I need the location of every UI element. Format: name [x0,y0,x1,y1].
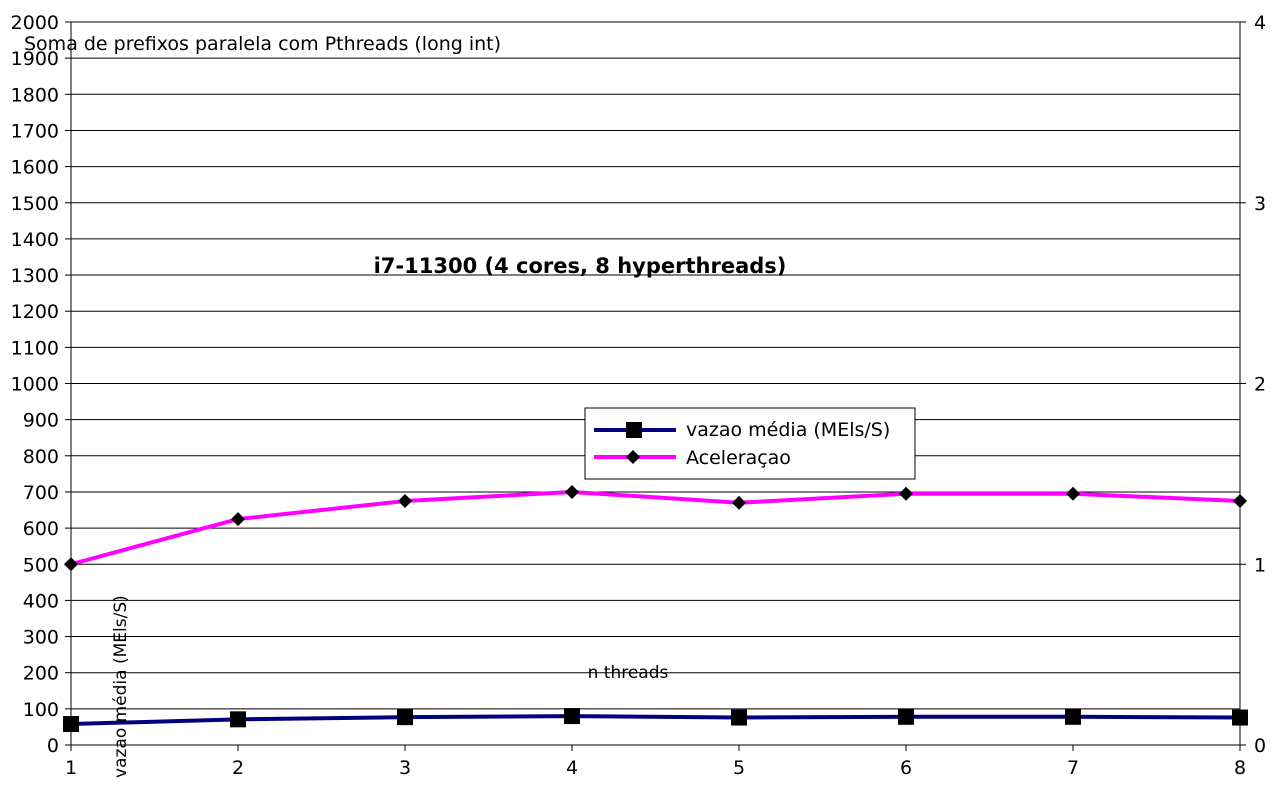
y-tick-label: 1900 [11,48,59,70]
x-axis-ticks: 1 2 3 4 5 6 7 8 [65,745,1246,779]
y-tick-label: 0 [47,735,59,757]
legend-marker-diamond [626,450,640,464]
y2-tick-label: 4 [1254,12,1266,34]
x-axis-label: n threads [588,663,669,683]
y2-axis-ticks: 0 1 2 3 4 [1240,12,1266,757]
y-tick-label: 1800 [11,84,59,106]
y-tick-label: 1000 [11,374,59,396]
x-tick-label: 7 [1067,757,1079,779]
y-tick-label: 2000 [11,12,59,34]
data-point-diamond [899,486,913,501]
chart-subtitle: i7-11300 (4 cores, 8 hyperthreads) [374,254,787,278]
data-point-square [564,708,580,725]
y-tick-label: 1300 [11,265,59,287]
x-tick-label: 3 [399,757,411,779]
y-tick-label: 200 [23,663,59,685]
legend-marker-square [626,422,642,438]
data-point-square [230,711,246,728]
data-point-square [63,716,79,733]
y-tick-label: 400 [23,590,59,612]
data-point-square [1232,709,1248,726]
series-layer [63,484,1248,733]
data-point-diamond [398,493,412,508]
data-point-diamond [732,495,746,510]
y-tick-label: 300 [23,627,59,649]
x-tick-label: 2 [232,757,244,779]
y-tick-label: 800 [23,446,59,468]
legend-box [584,407,916,480]
series-line-1 [70,489,1241,567]
data-point-diamond [1233,493,1247,508]
y-tick-label: 1600 [11,157,59,179]
y-tick-label: 1100 [11,337,59,359]
y-tick-label: 600 [23,518,59,540]
data-point-square [1065,708,1081,725]
x-tick-label: 6 [900,757,912,779]
data-point-square [731,709,747,726]
data-point-diamond [565,484,579,499]
data-point-diamond [231,512,245,527]
gridlines [71,21,1240,710]
y-axis-ticks: 0 100 200 300 400 500 600 700 800 900 1000 1100 1200… [11,12,71,757]
y-tick-label: 700 [23,482,59,504]
y-tick-label: 1200 [11,301,59,323]
data-point-square [898,708,914,725]
data-point-square [397,709,413,726]
data-point-diamond [64,557,78,572]
y-tick-label: 1400 [11,229,59,251]
y2-tick-label: 0 [1254,735,1266,757]
x-tick-label: 1 [65,757,77,779]
y-tick-label: 100 [23,699,59,721]
series-line-0 [70,714,1241,727]
y-tick-label: 1700 [11,120,59,142]
y2-tick-label: 1 [1254,554,1266,576]
legend-label-throughput: vazao média (MEls/S) [686,419,890,441]
y-tick-label: 900 [23,410,59,432]
legend: vazao média (MEls/S) Aceleraçao [584,407,916,480]
y2-tick-label: 3 [1254,193,1266,215]
x-tick-label: 5 [733,757,745,779]
y-axis-label: vazao média (MEls/S) [111,595,131,778]
y-tick-label: 500 [23,554,59,576]
legend-label-speedup: Aceleraçao [686,447,791,469]
data-point-diamond [1066,486,1080,501]
x-tick-label: 4 [566,757,578,779]
x-tick-label: 8 [1234,757,1246,779]
chart-title: Soma de prefixos paralela com Pthreads (… [24,33,501,55]
y-tick-label: 1500 [11,193,59,215]
y2-tick-label: 2 [1254,374,1266,396]
